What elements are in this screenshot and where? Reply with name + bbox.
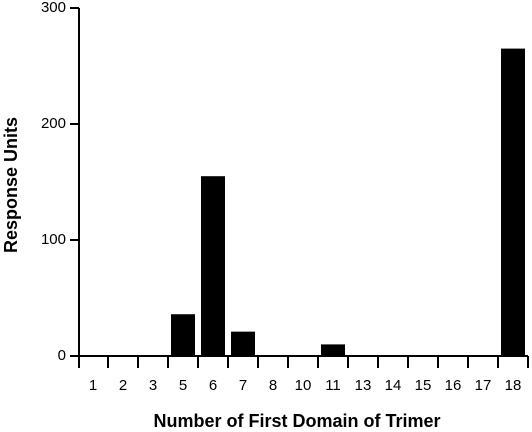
- x-tick-label: 17: [475, 377, 492, 394]
- x-tick-label: 11: [325, 377, 341, 394]
- y-tick-label: 300: [41, 0, 66, 16]
- x-tick-label: 8: [269, 377, 277, 394]
- x-axis-title: Number of First Domain of Trimer: [153, 411, 440, 431]
- bar: [231, 331, 255, 356]
- x-tick-label: 14: [385, 377, 402, 394]
- bar: [501, 48, 525, 356]
- x-tick-label: 18: [505, 377, 522, 394]
- y-tick-label: 100: [41, 231, 66, 248]
- bar: [171, 314, 195, 356]
- x-tick-label: 2: [119, 377, 127, 394]
- x-tick-label: 5: [179, 377, 187, 394]
- x-tick-label: 6: [209, 377, 217, 394]
- y-tick-label: 200: [41, 115, 66, 132]
- bar: [201, 176, 225, 356]
- x-tick-label: 7: [239, 377, 247, 394]
- x-tick-label: 16: [445, 377, 462, 394]
- x-tick-label: 15: [415, 377, 432, 394]
- x-tick-label: 3: [149, 377, 157, 394]
- x-tick-label: 1: [89, 377, 97, 394]
- x-tick-label: 10: [295, 377, 312, 394]
- bar: [321, 344, 345, 356]
- x-tick-label: 13: [355, 377, 372, 394]
- y-tick-label: 0: [58, 347, 66, 364]
- y-axis-title: Response Units: [1, 117, 21, 253]
